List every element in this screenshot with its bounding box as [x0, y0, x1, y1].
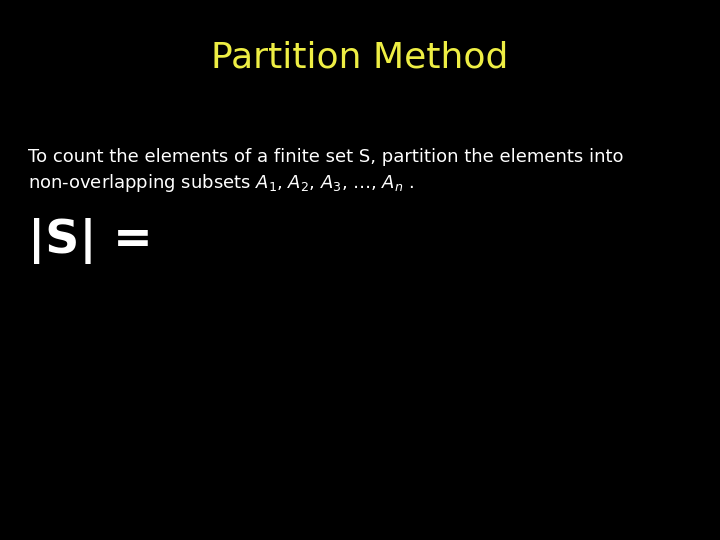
Text: Partition Method: Partition Method — [211, 41, 509, 75]
Text: |S| =: |S| = — [28, 218, 153, 264]
Text: non-overlapping subsets $A_1$, $A_2$, $A_3$, …, $A_n$ .: non-overlapping subsets $A_1$, $A_2$, $A… — [28, 172, 414, 194]
Text: To count the elements of a finite set S, partition the elements into: To count the elements of a finite set S,… — [28, 148, 624, 166]
